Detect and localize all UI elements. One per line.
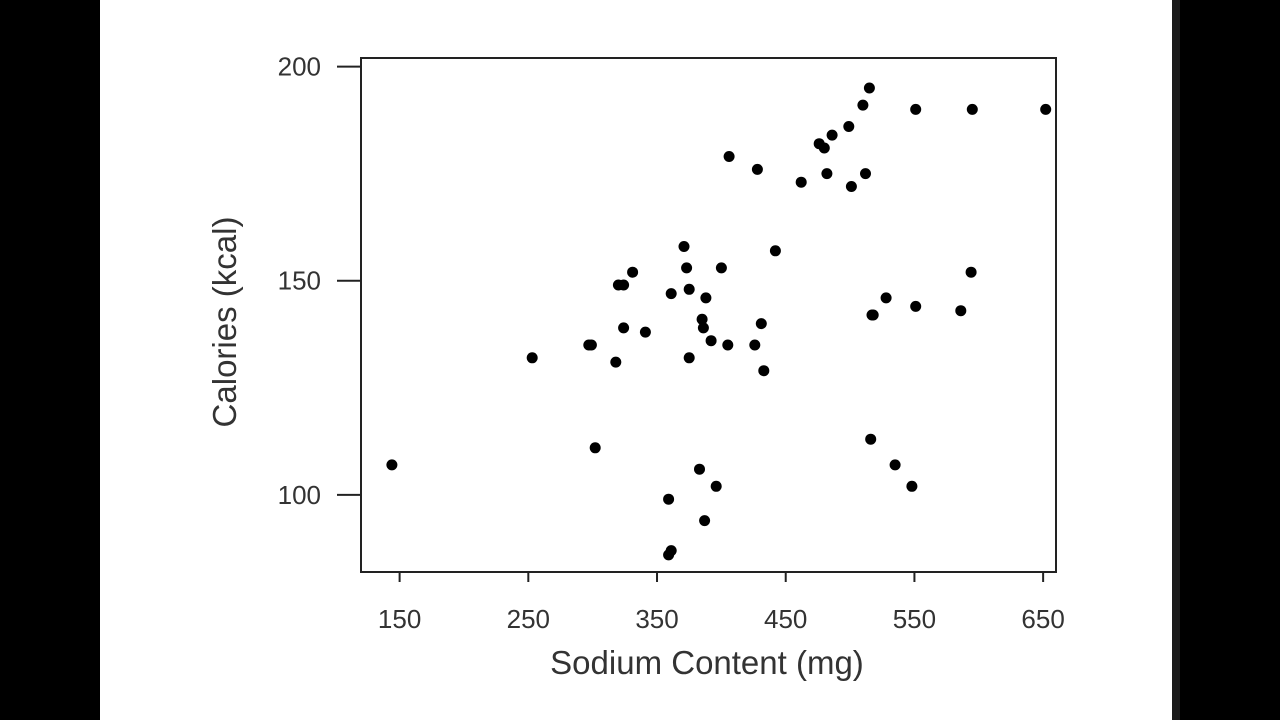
data-point [722, 339, 734, 351]
data-point [769, 245, 781, 257]
data-point [589, 442, 601, 454]
data-point [683, 283, 695, 295]
data-point [845, 181, 857, 192]
data-point [889, 459, 901, 471]
data-point [910, 300, 922, 312]
data-point [826, 129, 838, 141]
data-point [821, 168, 833, 180]
y-tick-label: 100 [278, 480, 321, 510]
x-tick-label: 350 [635, 604, 678, 634]
y-tick-label: 200 [278, 52, 321, 82]
data-point [681, 262, 693, 274]
data-point [715, 262, 727, 274]
x-tick-label: 250 [507, 604, 550, 634]
data-point [665, 545, 677, 557]
chart-canvas [100, 0, 1172, 720]
data-point [610, 356, 622, 368]
data-point [1040, 103, 1052, 115]
x-tick-label: 550 [893, 604, 936, 634]
data-point [663, 493, 675, 505]
data-point [678, 241, 690, 252]
data-point [683, 352, 695, 364]
data-point [749, 339, 761, 351]
data-point [857, 99, 869, 111]
data-point [639, 326, 651, 338]
data-point [627, 266, 639, 278]
data-point [860, 168, 871, 180]
data-point [697, 322, 709, 334]
data-point [665, 288, 677, 300]
data-point [751, 163, 763, 175]
data-point [880, 292, 892, 304]
data-point [758, 365, 770, 377]
data-point [386, 459, 398, 471]
data-point [710, 480, 722, 492]
y-axis-ticks: 100 150 200 [278, 52, 361, 510]
data-point [906, 480, 918, 492]
data-point [865, 433, 877, 445]
data-point [618, 322, 630, 334]
data-point [910, 103, 922, 115]
y-tick-label: 150 [278, 266, 321, 296]
data-point [705, 335, 717, 347]
data-point [585, 339, 597, 351]
data-point [723, 151, 735, 162]
data-point [699, 515, 711, 527]
data-point [818, 142, 830, 154]
y-axis-label: Calories (kcal) [206, 217, 243, 428]
x-axis-ticks: 150 250 350 450 550 650 [378, 572, 1065, 634]
x-tick-label: 150 [378, 604, 421, 634]
data-point [965, 266, 977, 278]
data-point [755, 318, 767, 330]
data-point [795, 176, 807, 188]
data-point [843, 121, 855, 132]
data-point [955, 305, 967, 317]
data-point [526, 352, 538, 364]
data-point [966, 103, 978, 115]
x-axis-label: Sodium Content (mg) [550, 644, 864, 681]
x-tick-label: 650 [1021, 604, 1064, 634]
data-points [386, 82, 1052, 561]
data-point [867, 309, 879, 321]
data-point [696, 313, 708, 325]
data-point [694, 463, 705, 475]
data-point [863, 82, 875, 94]
x-tick-label: 450 [764, 604, 807, 634]
data-point [700, 292, 712, 304]
plot-frame [360, 57, 1057, 573]
window-edge [1172, 0, 1180, 720]
data-point [618, 279, 630, 291]
